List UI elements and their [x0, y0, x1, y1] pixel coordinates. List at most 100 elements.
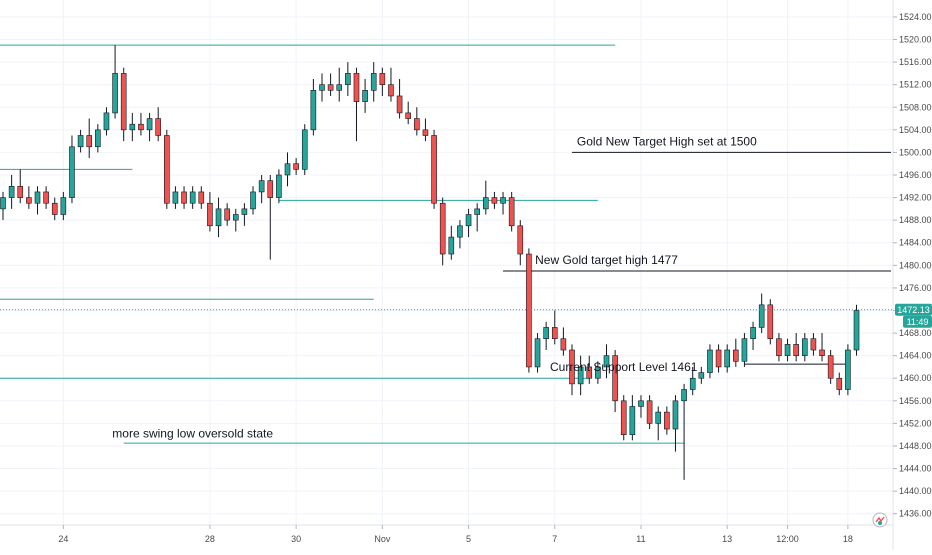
candle [8, 175, 15, 209]
candle [215, 197, 222, 238]
price-axis[interactable]: 1436.00 1440.00 1444.00 1448.00 1452.00 1456.… [893, 12, 932, 519]
candle-body [776, 338, 782, 356]
candle [776, 333, 782, 362]
candle [224, 203, 230, 226]
candle [560, 327, 567, 356]
y-tick-label: 1476.00 [899, 283, 932, 293]
candle [198, 186, 205, 209]
y-tick-label: 1492.00 [899, 193, 932, 203]
candle-body [0, 197, 6, 210]
candle [51, 197, 58, 221]
candle-body [733, 349, 739, 362]
candle-body [310, 90, 317, 131]
annotation-text[interactable]: Current Support Level 1461 [550, 360, 698, 374]
y-tick-label: 1480.00 [899, 260, 932, 270]
candle [620, 395, 627, 441]
candle [517, 220, 524, 266]
candle [724, 344, 730, 373]
time-axis[interactable]: 24 28 30 Nov 5 7 11 13 12:00 18 [58, 525, 853, 544]
candle-body [138, 123, 144, 131]
candle [293, 158, 299, 175]
candle-body [129, 123, 136, 131]
y-tick-label: 1500.00 [899, 147, 932, 157]
candle [534, 333, 541, 373]
candle-body [112, 73, 118, 114]
candle-body [250, 191, 256, 210]
candle [388, 67, 394, 102]
candle-body [164, 135, 170, 204]
candle-body [189, 191, 196, 204]
x-tick-label: 18 [843, 534, 853, 544]
candle-body [689, 377, 696, 390]
candle [603, 344, 610, 379]
candle [569, 344, 575, 396]
y-tick-label: 1504.00 [899, 125, 932, 135]
candles [0, 45, 860, 480]
candle-body [474, 208, 480, 215]
candle-body [103, 112, 110, 131]
candle [146, 112, 153, 142]
candle-body [482, 197, 489, 210]
y-tick-label: 1520.00 [899, 35, 932, 45]
y-tick-label: 1448.00 [899, 441, 932, 451]
grid [0, 0, 893, 525]
y-tick-label: 1524.00 [899, 12, 932, 22]
annotation-text[interactable]: New Gold target high 1477 [535, 253, 678, 267]
candle-body [60, 197, 67, 215]
candle [310, 79, 317, 136]
candle-body [319, 84, 325, 91]
candle [689, 366, 696, 396]
candle [301, 124, 308, 175]
candle-body [258, 180, 265, 193]
y-tick-label: 1452.00 [899, 418, 932, 428]
candle [595, 361, 601, 384]
candle-body [353, 73, 360, 102]
candle [232, 208, 239, 232]
candle-body [767, 304, 774, 340]
candle [612, 350, 618, 413]
candle-body [396, 95, 403, 114]
candle-body [69, 146, 75, 198]
candle-body [155, 118, 161, 136]
candle [758, 293, 765, 334]
candle-body [758, 304, 765, 328]
settings-icon[interactable] [872, 512, 888, 528]
candle-body [457, 225, 463, 238]
candle-body [43, 191, 49, 204]
candle [129, 112, 136, 142]
candle [733, 338, 739, 367]
candle [646, 395, 653, 430]
candle-body [810, 338, 817, 351]
candle-body [345, 73, 351, 85]
candle [853, 304, 860, 356]
candle-body [267, 180, 274, 198]
x-tick-label: 12:00 [776, 534, 799, 544]
candle [250, 186, 256, 215]
annotation-text[interactable]: Gold New Target High set at 1500 [577, 135, 757, 149]
candle [586, 355, 593, 384]
x-tick-label: 7 [552, 534, 557, 544]
candle [95, 124, 101, 153]
candle [827, 350, 834, 384]
candle [664, 406, 670, 435]
annotation-text[interactable]: more swing low oversold state [112, 427, 273, 441]
x-tick-label: 28 [205, 534, 215, 544]
candle-body [845, 349, 851, 390]
candle-body [577, 366, 584, 385]
candle-body [17, 185, 24, 198]
candle-body [569, 349, 575, 385]
candle-body [465, 214, 472, 227]
candle-body [362, 90, 368, 102]
candle [327, 73, 334, 96]
candle [819, 333, 825, 362]
candle [801, 333, 808, 362]
candle-body [26, 197, 32, 204]
candle-body [34, 191, 41, 204]
candle [793, 333, 799, 362]
candle-body [414, 118, 420, 131]
candle-body [526, 253, 532, 368]
candle [465, 208, 472, 238]
candle [500, 191, 506, 215]
